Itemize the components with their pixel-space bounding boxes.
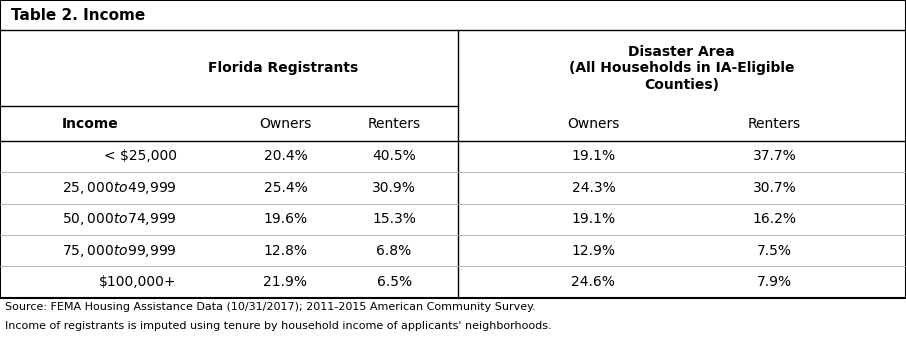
Text: 21.9%: 21.9% xyxy=(264,275,307,289)
Text: 19.1%: 19.1% xyxy=(572,212,615,226)
Text: 30.9%: 30.9% xyxy=(372,181,416,195)
Text: 30.7%: 30.7% xyxy=(753,181,796,195)
Text: $75,000 to $99,999: $75,000 to $99,999 xyxy=(62,243,177,259)
Text: 20.4%: 20.4% xyxy=(264,149,307,164)
Text: 24.6%: 24.6% xyxy=(572,275,615,289)
Text: 16.2%: 16.2% xyxy=(753,212,796,226)
Text: 19.1%: 19.1% xyxy=(572,149,615,164)
Text: 40.5%: 40.5% xyxy=(372,149,416,164)
Text: Renters: Renters xyxy=(368,117,420,130)
Text: 7.9%: 7.9% xyxy=(757,275,792,289)
Text: Source: FEMA Housing Assistance Data (10/31/2017); 2011-2015 American Community : Source: FEMA Housing Assistance Data (10… xyxy=(5,302,535,312)
Text: $25,000 to $49,999: $25,000 to $49,999 xyxy=(62,180,177,196)
Text: 6.5%: 6.5% xyxy=(377,275,411,289)
Text: < $25,000: < $25,000 xyxy=(103,149,177,164)
Text: 19.6%: 19.6% xyxy=(264,212,307,226)
Text: Florida Registrants: Florida Registrants xyxy=(208,61,358,75)
Text: Disaster Area
(All Households in IA-Eligible
Counties): Disaster Area (All Households in IA-Elig… xyxy=(569,45,795,91)
Text: Income: Income xyxy=(63,117,119,130)
Text: Renters: Renters xyxy=(748,117,801,130)
Text: 12.8%: 12.8% xyxy=(264,244,307,258)
Text: Income of registrants is imputed using tenure by household income of applicants': Income of registrants is imputed using t… xyxy=(5,321,551,331)
Text: Owners: Owners xyxy=(259,117,312,130)
Text: Table 2. Income: Table 2. Income xyxy=(11,8,145,23)
Text: 24.3%: 24.3% xyxy=(572,181,615,195)
Text: $100,000+: $100,000+ xyxy=(99,275,177,289)
Text: 7.5%: 7.5% xyxy=(757,244,792,258)
Text: 15.3%: 15.3% xyxy=(372,212,416,226)
Text: 6.8%: 6.8% xyxy=(377,244,411,258)
Text: 12.9%: 12.9% xyxy=(572,244,615,258)
Text: 25.4%: 25.4% xyxy=(264,181,307,195)
Text: 37.7%: 37.7% xyxy=(753,149,796,164)
Text: $50,000 to $74,999: $50,000 to $74,999 xyxy=(62,211,177,227)
Text: Owners: Owners xyxy=(567,117,620,130)
